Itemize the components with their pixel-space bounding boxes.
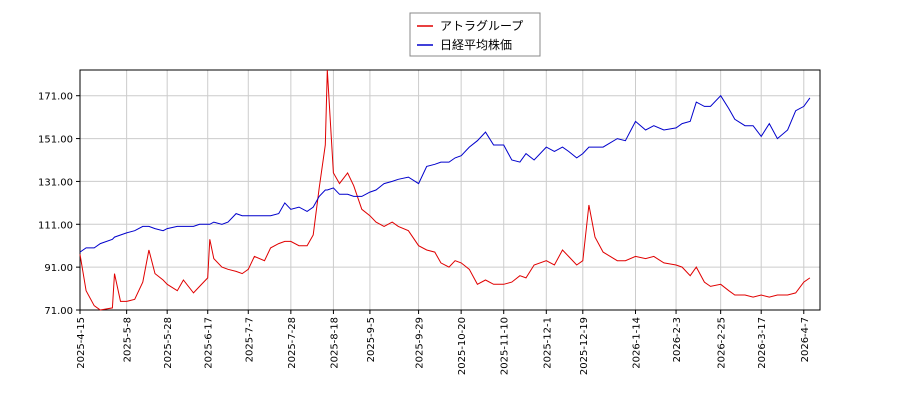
series-line <box>79 69 811 311</box>
x-tick-label: 2026-3-17 <box>757 317 768 369</box>
x-tick-label: 2025-4-15 <box>76 317 87 369</box>
y-tick-label: 71.00 <box>44 306 73 317</box>
x-tick-label: 2026-1-14 <box>632 317 643 369</box>
plot-frame <box>79 69 821 311</box>
x-tick-label: 2026-2-25 <box>717 317 728 369</box>
y-tick-label: 91.00 <box>44 263 73 274</box>
x-tick-label: 2025-10-20 <box>457 317 468 375</box>
x-tick-label: 2025-11-10 <box>500 317 511 375</box>
y-tick-label: 111.00 <box>38 220 73 231</box>
series-line <box>79 94 811 253</box>
x-tick-label: 2025-9-29 <box>415 317 426 369</box>
x-tick-label: 2025-6-17 <box>204 317 215 369</box>
x-tick-label: 2025-12-19 <box>579 317 590 375</box>
y-tick-label: 171.00 <box>38 92 73 103</box>
x-tick-label: 2025-12-1 <box>542 317 553 369</box>
x-tick-label: 2025-8-18 <box>329 317 340 369</box>
y-tick-label: 131.00 <box>38 177 73 188</box>
x-tick-label: 2026-2-3 <box>672 317 683 362</box>
x-tick-label: 2025-9-5 <box>366 317 377 362</box>
legend-label: 日経平均株価 <box>440 37 512 52</box>
y-tick-label: 151.00 <box>38 135 73 146</box>
x-tick-label: 2025-7-7 <box>244 317 255 362</box>
x-tick-label: 2025-5-8 <box>123 317 134 362</box>
x-tick-label: 2025-7-28 <box>287 317 298 369</box>
x-tick-label: 2025-5-28 <box>163 317 174 369</box>
legend-box <box>409 12 541 57</box>
x-tick-label: 2026-4-7 <box>800 317 811 362</box>
legend-label: アトラグループ <box>440 19 523 33</box>
